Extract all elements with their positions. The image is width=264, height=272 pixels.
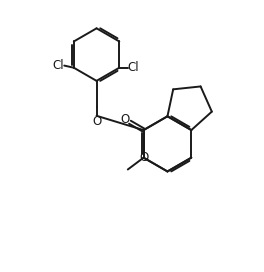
Text: O: O (139, 151, 148, 164)
Text: Cl: Cl (128, 61, 139, 74)
Text: O: O (92, 115, 101, 128)
Text: Cl: Cl (52, 59, 64, 72)
Text: O: O (120, 113, 130, 126)
